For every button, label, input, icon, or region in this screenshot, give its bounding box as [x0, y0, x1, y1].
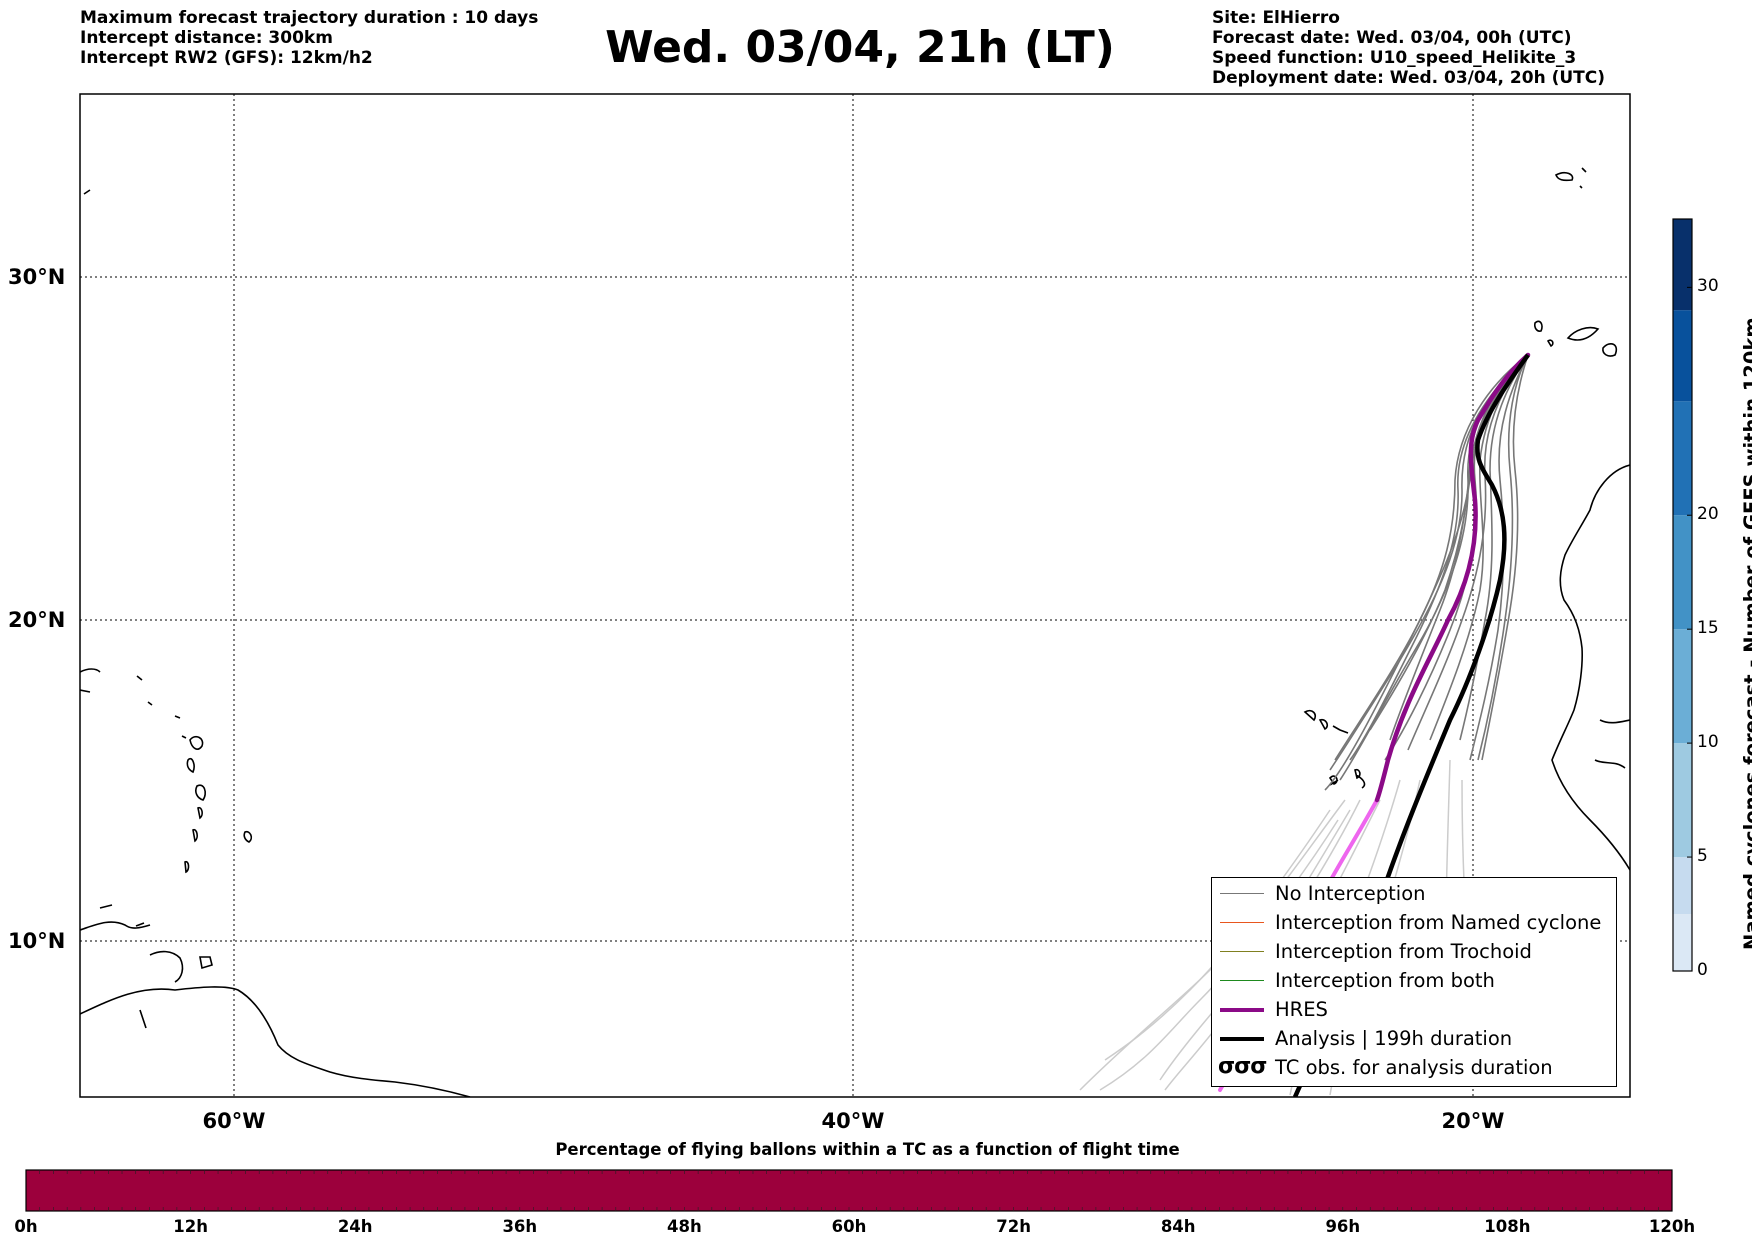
max-duration-text: Maximum forecast trajectory duration : 1…: [80, 8, 539, 28]
page-title: Wed. 03/04, 21h (LT): [605, 22, 1115, 73]
coast-antilles-4: [197, 806, 203, 820]
bottom-colorbar: [25, 1169, 1673, 1212]
bottom-colorbar-tick-label: 120h: [1648, 1217, 1696, 1236]
right-colorbar-segment: [1673, 401, 1692, 516]
legend-label: No Interception: [1275, 882, 1426, 905]
legend-label: Interception from Named cyclone: [1275, 911, 1602, 934]
right-colorbar-tick-label: 20: [1697, 504, 1719, 525]
forecast-date-text: Forecast date: Wed. 03/04, 00h (UTC): [1212, 28, 1572, 48]
coast-antilles-2: [186, 757, 195, 774]
right-colorbar-segment: [1673, 219, 1692, 311]
bottom-colorbar-tick-label: 24h: [337, 1217, 373, 1236]
lat-label-30n: 30°N: [8, 265, 65, 289]
bottom-colorbar-title: Percentage of flying ballons within a TC…: [555, 1140, 1180, 1159]
coast-africa-west: [1594, 719, 1630, 769]
coast-canary-3: [1602, 343, 1618, 357]
right-colorbar-segment: [1673, 629, 1692, 744]
right-colorbar-segment: [1673, 310, 1692, 402]
bottom-colorbar-tick-label: 72h: [996, 1217, 1031, 1236]
lat-label-20n: 20°N: [8, 608, 65, 632]
bottom-colorbar-tick-label: 12h: [173, 1217, 208, 1236]
coast-caribbean-coast: [80, 921, 151, 931]
site-text: Site: ElHierro: [1212, 8, 1340, 28]
lon-label-20w: 20°W: [1442, 1109, 1505, 1133]
legend-item-trochoid: Interception from Trochoid: [1212, 937, 1616, 966]
header-right: Site: ElHierro Forecast date: Wed. 03/04…: [1212, 8, 1605, 88]
lon-label-40w: 40°W: [822, 1109, 885, 1133]
map-legend: No Interception Interception from Named …: [1211, 877, 1617, 1087]
coast-puerto-rico: [80, 668, 101, 693]
bottom-colorbar-tick-label: 108h: [1484, 1217, 1531, 1236]
legend-item-named-cyclone: Interception from Named cyclone: [1212, 908, 1616, 937]
legend-label: TC obs. for analysis duration: [1275, 1056, 1553, 1079]
bottom-colorbar-tick-label: 36h: [502, 1217, 538, 1236]
legend-item-both: Interception from both: [1212, 966, 1616, 995]
bottom-colorbar-tick-label: 0h: [14, 1217, 38, 1236]
right-colorbar-segment: [1673, 857, 1692, 915]
coast-venezuela-gulf: [149, 950, 184, 983]
right-colorbar-tick-label: 0: [1697, 960, 1708, 980]
right-colorbar-segment: [1673, 914, 1692, 971]
coast-antilles-3: [195, 784, 206, 801]
coast-antilles-5: [192, 828, 198, 843]
coast-antilles-1: [189, 735, 204, 750]
coast-small-islands: [83, 189, 187, 1029]
lat-label-10n: 10°N: [8, 929, 65, 953]
legend-line-no-interception: [1220, 893, 1264, 894]
tc-symbol-icon: σσσ: [1218, 1054, 1267, 1079]
right-colorbar-tick-label: 15: [1697, 618, 1719, 639]
intercept-distance-text: Intercept distance: 300km: [80, 28, 333, 48]
right-colorbar-segment: [1673, 515, 1692, 630]
coast-africa: [1551, 464, 1630, 871]
legend-item-analysis: Analysis | 199h duration: [1212, 1024, 1616, 1053]
coast-canary-1: [1534, 320, 1543, 332]
legend-item-hres: HRES: [1212, 995, 1616, 1024]
legend-line-analysis: [1220, 1037, 1264, 1041]
legend-item-tc-obs: σσσ TC obs. for analysis duration: [1212, 1053, 1616, 1082]
legend-label: HRES: [1275, 998, 1328, 1021]
coast-antilles-6: [184, 860, 190, 874]
coast-trinidad: [199, 956, 213, 970]
bottom-colorbar-tick-label: 48h: [667, 1217, 702, 1236]
coast-canary-4: [1546, 339, 1554, 348]
right-colorbar: [1672, 218, 1693, 972]
legend-line-both: [1220, 980, 1264, 981]
hres-trajectory-solid: [1374, 352, 1531, 803]
header-left: Maximum forecast trajectory duration : 1…: [80, 8, 538, 68]
right-colorbar-frame: [1672, 218, 1693, 972]
legend-line-trochoid: [1220, 951, 1264, 952]
right-colorbar-tick-label: 5: [1697, 846, 1708, 867]
legend-line-hres: [1220, 1008, 1264, 1012]
intercept-rw2-text: Intercept RW2 (GFS): 12km/h2: [80, 48, 373, 68]
coast-madeira: [1554, 167, 1587, 189]
bottom-colorbar-tick-label: 84h: [1160, 1217, 1196, 1236]
ensemble-trajectories: [1324, 354, 1529, 791]
coast-south-america: [80, 986, 471, 1097]
legend-label: Interception from Trochoid: [1275, 940, 1532, 963]
legend-label: Interception from both: [1275, 969, 1495, 992]
bottom-colorbar-tick-label: 60h: [831, 1217, 867, 1236]
coast-cape-verde: [1303, 709, 1366, 789]
coast-canary-2: [1566, 326, 1600, 341]
right-colorbar-title: Named cyclones forecast - Number of GEFS…: [1740, 317, 1752, 950]
right-colorbar-segment: [1673, 743, 1692, 858]
lon-label-60w: 60°W: [203, 1109, 266, 1133]
bottom-colorbar-fill: [25, 1169, 1673, 1212]
right-colorbar-tick-label: 30: [1697, 276, 1719, 297]
legend-item-no-interception: No Interception: [1212, 879, 1616, 908]
coast-antilles-7: [243, 830, 253, 843]
legend-label: Analysis | 199h duration: [1275, 1027, 1513, 1050]
legend-line-named-cyclone: [1220, 922, 1264, 923]
bottom-colorbar-tick-label: 96h: [1325, 1217, 1361, 1236]
deployment-date-text: Deployment date: Wed. 03/04, 20h (UTC): [1212, 68, 1606, 88]
coastlines: [80, 167, 1630, 1097]
map-frame: [79, 93, 1631, 1098]
speed-function-text: Speed function: U10_speed_Helikite_3: [1212, 48, 1577, 68]
right-colorbar-tick-label: 10: [1697, 732, 1719, 753]
